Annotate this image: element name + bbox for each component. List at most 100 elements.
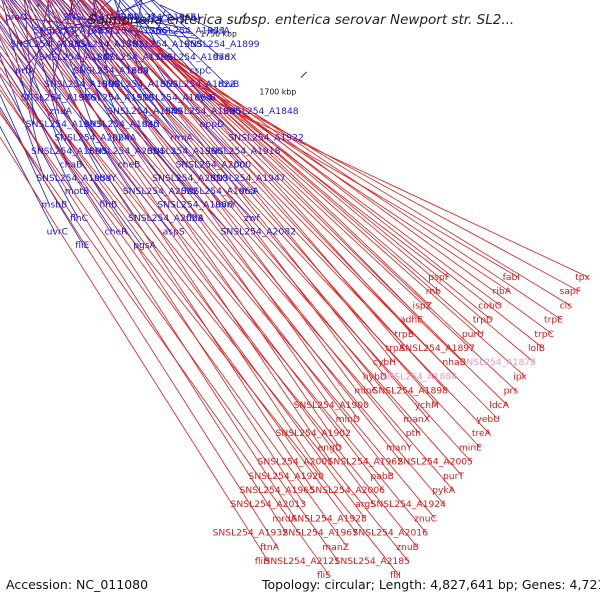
accession-text: Accession: NC_011080: [6, 577, 148, 592]
gene-label: prs: [504, 386, 519, 397]
leader-line: [46, 0, 112, 58]
gene-label: ispZ: [413, 300, 432, 311]
gene-label: SNSL254_A1923: [150, 25, 226, 36]
gene-label: minE: [459, 442, 482, 453]
gene-label: cobO: [478, 300, 502, 311]
tick-mark: [300, 71, 308, 78]
gene-label: uvrC: [47, 226, 68, 237]
gene-label: SNSL254_A1963: [181, 186, 257, 197]
gene-label: SNSL254_A1821: [34, 25, 109, 36]
gene-label: galU: [179, 12, 200, 23]
gene-label: cheY: [94, 173, 117, 184]
leader-line: [45, 0, 350, 434]
gene-label: SNSL254_A1947: [210, 173, 286, 184]
gene-label: trpB: [394, 329, 414, 340]
gene-label: SNSL254_A1986: [157, 200, 233, 211]
gene-label: SNSL254_A1978: [155, 52, 231, 63]
leader-line: [121, 16, 544, 349]
gene-label: SNSL254_A1890: [31, 146, 107, 157]
gene-label: eda: [131, 66, 148, 77]
gene-label: ftnA: [260, 542, 279, 553]
leader-line: [38, 0, 253, 219]
gene-label: ldcA: [489, 400, 509, 411]
gene-label: flhB: [99, 200, 117, 211]
gene-label: pphA: [112, 133, 136, 144]
gene-label: SNSL254_A2185: [335, 556, 411, 567]
gene-label: trpC: [534, 329, 554, 340]
gene-label: SNSL254_A1902: [276, 428, 351, 439]
gene-label: SNSL254_A1833: [10, 39, 86, 50]
leader-line: [147, 38, 422, 320]
gene-label: argS: [355, 499, 376, 510]
gene-label: SNSL254_A1924: [371, 499, 447, 510]
gene-label: pgsA: [133, 240, 156, 251]
gene-label: pykA: [432, 485, 456, 496]
leader-line: [166, 55, 431, 306]
gene-label: SNSL254_A1796: [97, 52, 173, 63]
leader-line: [197, 84, 580, 292]
gene-label: SNSL254_A1909: [44, 79, 120, 90]
gene-label: cheB: [118, 159, 141, 170]
leader-line: [27, 0, 98, 152]
gene-label: manZ: [322, 542, 349, 553]
gene-label: fliE: [75, 240, 89, 251]
gene-label: SNSL254_A1898: [373, 386, 449, 397]
gene-label: motB: [65, 186, 89, 197]
gene-label: SNSL254_A1884: [382, 371, 458, 382]
gene-label: pth: [406, 428, 421, 439]
gene-label: SNSL254_A1899: [184, 39, 260, 50]
leader-line: [114, 11, 474, 349]
gene-label: znuC: [414, 513, 437, 524]
leader-line: [32, 0, 341, 448]
gene-label: SNSL254_A1993: [26, 119, 102, 130]
gene-label: trpE: [544, 315, 563, 326]
map-title: Salmonella enterica subsp. enterica sero…: [88, 12, 514, 28]
gene-label: SNSL254_A2023: [128, 213, 204, 224]
gene-label: chaB: [60, 159, 83, 170]
leader-line: [76, 0, 179, 138]
leader-line: [5, 0, 323, 477]
gene-label: pabB: [370, 471, 394, 482]
leader-line: [114, 0, 169, 85]
gene-label: prc: [234, 159, 248, 170]
gene-label: SNSL254_A2013: [231, 499, 307, 510]
leader-line: [0, 15, 427, 533]
gene-label: minC: [354, 386, 378, 397]
leader-line: [27, 0, 454, 491]
gene-label: SNSL254_A1935: [84, 119, 160, 130]
gene-label: SNSL254_A1781: [68, 39, 143, 50]
gene-label: SNSL254_A1919: [79, 92, 155, 103]
gene-label: fliH: [255, 556, 270, 567]
gene-label: SNSL254_A2024: [54, 133, 130, 144]
gene-label: SNSL254_A2000: [176, 159, 252, 170]
gene-label: manX: [403, 414, 430, 425]
leader-line: [152, 0, 222, 58]
leader-line: [108, 5, 404, 349]
leader-line: [0, 51, 142, 246]
gene-label: cysB: [195, 92, 217, 103]
gene-label: cybH: [373, 357, 396, 368]
leader-line: [9, 0, 384, 491]
leader-line: [157, 9, 166, 31]
gene-label: SNSL254_A1859: [102, 79, 178, 90]
leader-line: [0, 136, 269, 562]
gene-label: narI: [142, 119, 160, 130]
gene-label: prfA: [15, 66, 35, 77]
label-leader-lines: [0, 0, 589, 576]
gene-label: kdsA: [208, 25, 231, 36]
leader-line: [0, 4, 375, 505]
leader-line: [101, 0, 535, 363]
gene-label: yebU: [476, 414, 500, 425]
leader-line: [88, 0, 508, 406]
leader-line: [0, 12, 314, 491]
gene-label: oppD: [200, 119, 224, 130]
gene-label: SNSL254_A1962: [328, 457, 403, 468]
leader-line: [204, 90, 449, 278]
gene-label: flhA: [186, 213, 205, 224]
tick-label: 1750 kbp: [200, 29, 237, 38]
gene-label: manY: [386, 442, 412, 453]
leader-line: [22, 0, 393, 477]
gene-label: ruvB: [218, 79, 239, 90]
leader-line: [51, 0, 472, 462]
